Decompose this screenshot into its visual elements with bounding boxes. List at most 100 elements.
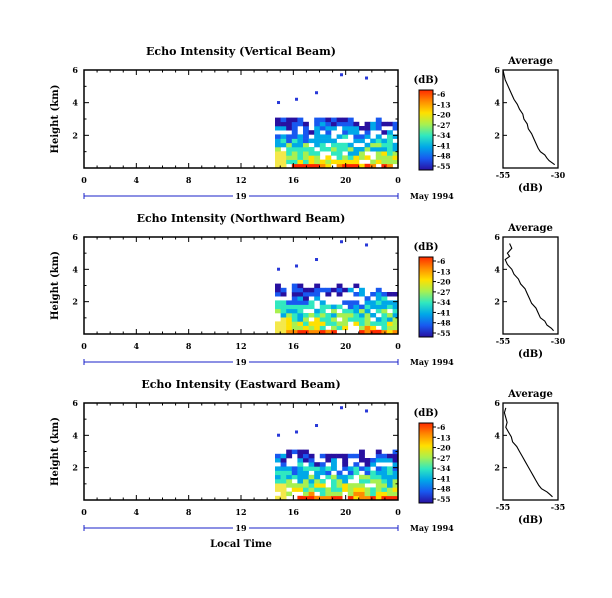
- colorbar-tick-label: -20: [437, 444, 451, 453]
- x-tick-label: 20: [340, 341, 352, 351]
- heatmap-cell: [325, 292, 332, 297]
- heatmap-cell: [392, 325, 399, 331]
- heatmap-cell: [280, 329, 287, 335]
- heatmap-cell: [275, 487, 281, 492]
- heatmap-cell: [314, 308, 321, 314]
- avg-x-tick-label: -55: [496, 170, 510, 180]
- panel-3: Echo Intensity (Eastward Beam)0 4 8 12 16 20 0…: [50, 378, 565, 533]
- heatmap-cell: [381, 474, 388, 480]
- heatmap-cells: [275, 406, 399, 501]
- heatmap-cell: [314, 151, 321, 156]
- heatmap-cell: [347, 470, 354, 476]
- heatmap-cell: [291, 117, 298, 123]
- heatmap-cell: [308, 138, 315, 144]
- heatmap-cell: [280, 325, 287, 331]
- heatmap-cell: [331, 483, 337, 488]
- heatmap-cell: [297, 495, 304, 501]
- heatmap-cell: [297, 155, 304, 160]
- heatmap-cell: [319, 466, 326, 471]
- heatmap-cell: [286, 159, 293, 165]
- heatmap-cell: [359, 491, 365, 497]
- heatmap-cell: [280, 491, 287, 497]
- heatmap-cell: [342, 134, 349, 139]
- heatmap-cell: [387, 147, 393, 152]
- heatmap-cell: [359, 321, 365, 326]
- heatmap-cell: [381, 487, 388, 492]
- heatmap-cell: [286, 325, 293, 331]
- heatmap-cell: [303, 134, 309, 139]
- heatmap-cell: [303, 121, 309, 127]
- heatmap-cell: [364, 325, 371, 331]
- heatmap-cell: [387, 159, 393, 165]
- heatmap-cell: [308, 313, 315, 318]
- heatmap-cell: [331, 117, 337, 123]
- heatmap-cell: [275, 304, 281, 310]
- heatmap-cell: [319, 491, 326, 497]
- heatmap-cell: [280, 317, 287, 322]
- heatmap-cell: [375, 304, 382, 310]
- colorbar-tick-label: -41: [437, 308, 451, 317]
- heatmap-cell: [319, 121, 326, 127]
- heatmap-cell: [275, 121, 281, 127]
- day-label-bg: [233, 523, 249, 533]
- heatmap-cell: [280, 304, 287, 310]
- heatmap-cell: [308, 151, 315, 156]
- x-tick-label: 0: [81, 507, 87, 517]
- heatmap-cell: [347, 163, 354, 169]
- heatmap-cell: [331, 491, 337, 497]
- heatmap-cell: [387, 329, 393, 335]
- heatmap-cell: [308, 487, 315, 492]
- heatmap-cell: [325, 117, 332, 123]
- heatmap-cell: [331, 126, 337, 131]
- heatmap-cells: [275, 240, 399, 335]
- heatmap-cell: [277, 433, 281, 437]
- heatmap-cell: [319, 325, 326, 331]
- heatmap-cell: [314, 317, 321, 322]
- heatmap-cell: [387, 458, 393, 463]
- heatmap-cell: [291, 329, 298, 335]
- heatmap-cell: [387, 317, 393, 322]
- avg-y-tick-label: 4: [494, 264, 500, 274]
- heatmap-cell: [314, 479, 321, 484]
- heatmap-cell: [319, 483, 326, 488]
- heatmap-cell: [291, 163, 298, 169]
- heatmap-cell: [319, 138, 326, 144]
- colorbar-tick-label: -13: [437, 433, 451, 442]
- heatmap-cell: [297, 292, 304, 297]
- heatmap-cell: [381, 121, 388, 127]
- heatmap-cell: [381, 308, 388, 314]
- heatmap-cell: [365, 76, 369, 80]
- heatmap-cell: [275, 138, 281, 144]
- heatmap-cell: [342, 483, 349, 488]
- heatmap-cell: [308, 292, 315, 297]
- y-axis-label: Height (km): [50, 417, 61, 486]
- heatmap-cell: [286, 453, 293, 459]
- heatmap-cell: [336, 487, 343, 492]
- heatmap-cell: [381, 483, 388, 488]
- heatmap-cell: [392, 151, 399, 156]
- heatmap-cell: [331, 329, 337, 335]
- heatmap-cell: [381, 458, 388, 463]
- heatmap-cell: [315, 424, 319, 428]
- heatmap-cell: [314, 117, 321, 123]
- heatmap-cell: [331, 321, 337, 326]
- heatmap-cell: [286, 470, 293, 476]
- colorbar-tick-label: -27: [437, 288, 451, 297]
- heatmap-cell: [347, 287, 354, 293]
- avg-y-tick-label: 6: [494, 232, 500, 242]
- heatmap-cell: [381, 466, 388, 471]
- heatmap-cell: [280, 487, 287, 492]
- heatmap-cell: [392, 147, 399, 152]
- heatmap-cell: [336, 321, 343, 326]
- heatmap-cell: [280, 138, 287, 144]
- date-label: May 1994: [410, 523, 454, 533]
- heatmap-cell: [325, 163, 332, 169]
- avg-y-tick-label: 4: [494, 430, 500, 440]
- heatmap-cell: [297, 287, 304, 293]
- heatmap-cell: [370, 126, 377, 131]
- heatmap-cell: [286, 300, 293, 305]
- x-tick-label: 0: [81, 175, 87, 185]
- heatmap-cell: [392, 495, 399, 501]
- heatmap-cell: [364, 147, 371, 152]
- heatmap-cell: [325, 317, 332, 322]
